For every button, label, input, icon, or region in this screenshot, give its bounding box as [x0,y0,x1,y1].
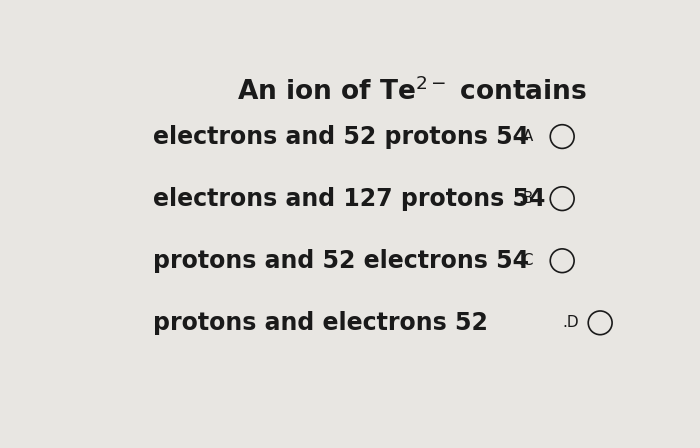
Text: protons and 52 electrons 54: protons and 52 electrons 54 [153,249,528,273]
Text: .A: .A [519,129,534,144]
Text: .C: .C [519,253,534,268]
Text: protons and electrons 52: protons and electrons 52 [153,311,487,335]
Text: An ion of Te$^{2-}$ contains: An ion of Te$^{2-}$ contains [237,78,587,107]
Text: electrons and 127 protons 54: electrons and 127 protons 54 [153,187,545,211]
Text: .B: .B [519,191,534,206]
Text: .D: .D [562,315,579,330]
Text: electrons and 52 protons 54: electrons and 52 protons 54 [153,125,528,149]
